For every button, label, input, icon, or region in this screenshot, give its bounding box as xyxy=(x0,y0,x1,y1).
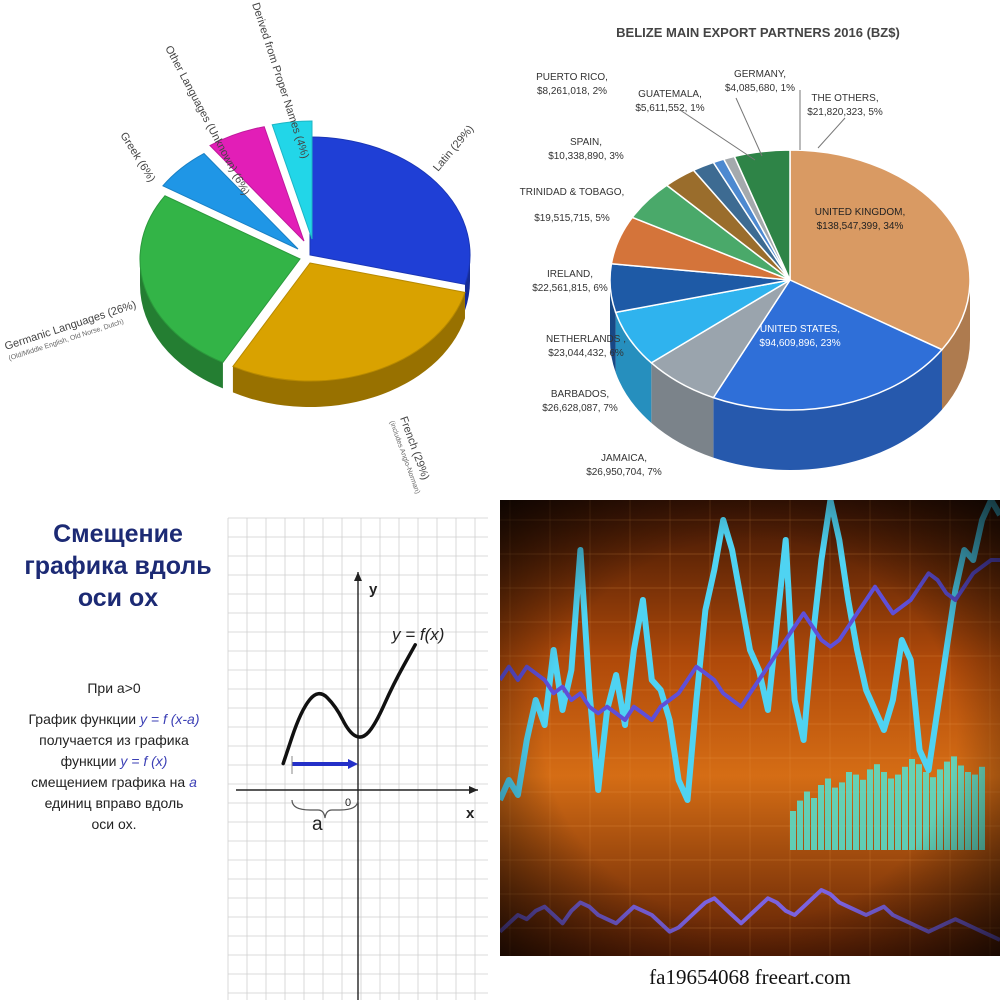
belize-slice-label: UNITED STATES, $94,609,896, 23% xyxy=(759,324,840,349)
function-shift-title: Смещение графика вдоль оси ox xyxy=(24,520,212,612)
slice-label-text: Greek (6%) xyxy=(117,130,157,184)
belize-slice-label: BARBADOS, $26,628,087, 7% xyxy=(542,389,618,414)
belize-slice-label: GERMANY, $4,085,680, 1% xyxy=(725,69,795,94)
etymology-slice-side xyxy=(464,255,470,311)
etymology-slice xyxy=(139,195,301,364)
label-value: $26,628,087, 7% xyxy=(542,403,618,414)
label-name: THE OTHERS, xyxy=(811,93,878,104)
origin-label: 0 xyxy=(345,797,351,809)
etymology-slice-label: French (29%)(includes Anglo-Norman) xyxy=(388,415,431,495)
label-name: GUATEMALA, xyxy=(638,89,702,100)
label-value: $26,950,704, 7% xyxy=(586,467,662,478)
belize-slice-label: PUERTO RICO, $8,261,018, 2% xyxy=(536,72,608,97)
etymology-slice xyxy=(309,136,471,285)
label-value: $94,609,896, 23% xyxy=(759,338,840,349)
label-name: SPAIN, xyxy=(570,137,602,148)
leader-line xyxy=(735,97,763,157)
belize-slice-label: SPAIN, $10,338,890, 3% xyxy=(548,137,624,162)
function-shift-panel: Смещение графика вдоль оси ox При a>0 Гр… xyxy=(0,500,500,1000)
formula-original: y = f (x) xyxy=(120,753,168,769)
formula-a: a xyxy=(189,774,197,790)
label-name: PUERTO RICO, xyxy=(536,72,608,83)
belize-chart-title: BELIZE MAIN EXPORT PARTNERS 2016 (BZ$) xyxy=(616,25,900,40)
belize-slice-label: UNITED KINGDOM, $138,547,399, 34% xyxy=(815,207,906,232)
label-value: $5,611,552, 1% xyxy=(635,103,704,114)
function-curve xyxy=(281,643,417,766)
belize-slice-side xyxy=(615,312,652,423)
chart-vignette xyxy=(500,500,1000,960)
formula-shifted: y = f (x-a) xyxy=(139,711,200,727)
etymology-slice xyxy=(232,262,466,382)
label-value: $138,547,399, 34% xyxy=(817,221,904,232)
belize-slice-label: TRINIDAD & TOBAGO, $19,515,715, 5% xyxy=(520,187,625,224)
label-name: BARBADOS, xyxy=(551,389,609,400)
leader-line xyxy=(679,109,756,161)
label-name: UNITED STATES, xyxy=(760,324,840,335)
etymology-slice xyxy=(162,152,299,250)
belize-slice xyxy=(789,149,971,351)
desc-line-1: График функции xyxy=(28,711,137,727)
watermark-text: fa19654068 freeart.com xyxy=(500,956,1000,1000)
etymology-pie-chart: Latin (29%) French (29%)(includes Anglo-N… xyxy=(3,1,476,495)
etymology-slice xyxy=(271,120,313,240)
curve-label: y = f(x) xyxy=(391,625,444,644)
function-shift-description: При a>0 График функции y = f (x-a) получ… xyxy=(4,678,224,835)
belize-pie-chart: BELIZE MAIN EXPORT PARTNERS 2016 (BZ$) UN… xyxy=(520,25,971,478)
label-value: $4,085,680, 1% xyxy=(725,83,795,94)
belize-slice xyxy=(712,279,944,411)
etymology-slice-side xyxy=(140,259,223,389)
belize-slice-side xyxy=(713,349,942,470)
belize-slice xyxy=(733,149,791,281)
x-axis-label: x xyxy=(466,805,475,822)
etymology-slice-label: Greek (6%) xyxy=(117,130,157,184)
desc-line-3: функции xyxy=(60,753,117,769)
financial-chart-panel: fa19654068 freeart.com xyxy=(500,500,1000,1000)
desc-line-4: смещением графика на xyxy=(31,774,186,790)
belize-slice-label: NETHERLANDS , $23,044,432, 6% xyxy=(546,334,626,359)
label-name: IRELAND, xyxy=(547,269,593,280)
slice-label-text: Latin (29%) xyxy=(431,123,476,174)
label-value: $23,044,432, 6% xyxy=(548,348,624,359)
function-graph: x y 0 y = f(x) a xyxy=(227,517,488,1000)
etymology-slice-label: Latin (29%) xyxy=(431,123,476,174)
belize-pie-panel: BELIZE MAIN EXPORT PARTNERS 2016 (BZ$) UN… xyxy=(500,0,1000,500)
label-value: $19,515,715, 5% xyxy=(534,213,610,224)
label-name: GERMANY, xyxy=(734,69,786,80)
belize-slice-label: JAMAICA, $26,950,704, 7% xyxy=(586,453,662,478)
belize-slice-label: IRELAND, $22,561,815, 6% xyxy=(532,269,608,294)
belize-slice-side xyxy=(610,280,616,373)
condition-text: При a>0 xyxy=(87,680,141,696)
label-value: $10,338,890, 3% xyxy=(548,151,624,162)
label-name: JAMAICA, xyxy=(601,453,647,464)
label-name: TRINIDAD & TOBAGO, xyxy=(520,187,625,198)
label-value: $8,261,018, 2% xyxy=(537,86,607,97)
etymology-slice xyxy=(209,126,305,242)
belize-slice-side xyxy=(651,362,714,458)
financial-chart xyxy=(500,500,1000,960)
shift-label: a xyxy=(312,814,323,835)
label-name: NETHERLANDS , xyxy=(546,334,626,345)
belize-slice-label: GUATEMALA, $5,611,552, 1% xyxy=(635,89,704,114)
etymology-slice-side xyxy=(232,292,465,407)
y-axis-label: y xyxy=(369,581,378,598)
label-name: UNITED KINGDOM, xyxy=(815,207,906,218)
desc-line-6: оси ох. xyxy=(91,816,137,832)
desc-line-2: получается из графика xyxy=(39,732,189,748)
leader-line xyxy=(817,117,846,149)
belize-slice-side xyxy=(941,280,970,410)
desc-line-5: единиц вправо вдоль xyxy=(44,795,184,811)
shift-brace xyxy=(291,799,359,819)
x-axis-arrow xyxy=(469,786,478,794)
label-value: $22,561,815, 6% xyxy=(532,283,608,294)
etymology-pie-panel: Latin (29%) French (29%) (includes Anglo-N… xyxy=(0,0,500,500)
label-value: $21,820,323, 5% xyxy=(807,107,883,118)
etymology-slice-label: Germanic Languages (26%)(Old/Middle Engl… xyxy=(3,299,138,362)
y-axis-arrow xyxy=(354,572,362,581)
shift-arrow-head xyxy=(348,759,358,769)
belize-slice-label: THE OTHERS, $21,820,323, 5% xyxy=(807,93,883,118)
